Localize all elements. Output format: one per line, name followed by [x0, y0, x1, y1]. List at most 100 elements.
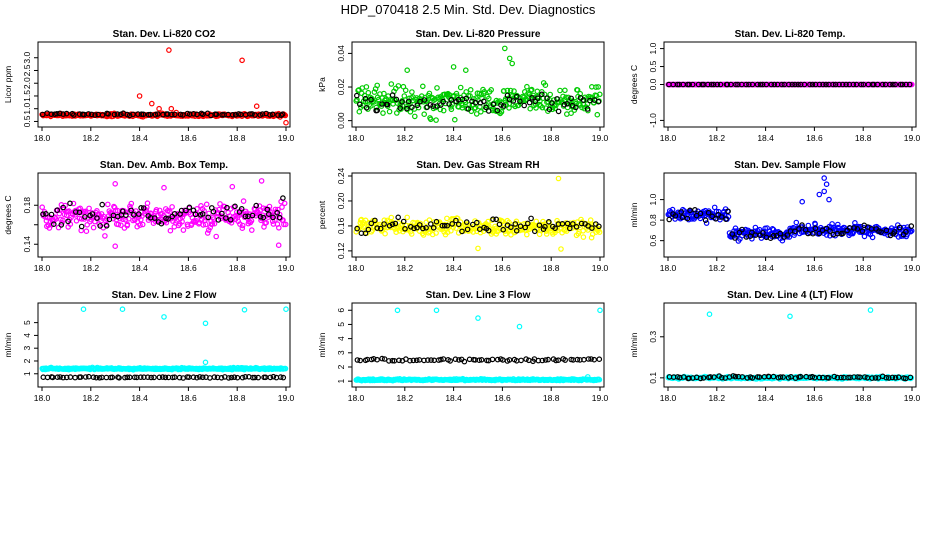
data-point [89, 211, 96, 217]
data-point [441, 222, 448, 229]
data-point [533, 105, 539, 111]
y-axis-label: ml/min [317, 332, 327, 357]
data-point [572, 104, 579, 111]
data-point [809, 81, 816, 88]
data-point [768, 81, 775, 88]
data-point [197, 374, 203, 380]
plot-frame [351, 41, 605, 128]
data-point [421, 111, 428, 118]
data-point [855, 374, 861, 380]
data-point [275, 225, 282, 231]
data-point [869, 375, 875, 381]
data-point [444, 222, 451, 229]
data-point-outlier [80, 306, 87, 313]
data-point [250, 374, 256, 381]
data-point [365, 89, 372, 96]
data-point [78, 223, 85, 230]
data-point [457, 84, 464, 91]
data-point [423, 225, 429, 231]
data-point [453, 225, 459, 231]
data-point [40, 211, 46, 218]
data-point [777, 374, 784, 380]
data-point [541, 91, 548, 98]
data-point [540, 218, 546, 225]
data-point [596, 356, 603, 363]
data-point [589, 225, 595, 231]
data-point [54, 111, 60, 117]
data-point [495, 228, 501, 235]
data-point [596, 229, 603, 235]
data-point [63, 110, 70, 117]
x-tick-label: 18.0 [660, 263, 677, 273]
x-tick-label: 18.6 [494, 133, 511, 143]
data-point [237, 221, 243, 227]
data-point [412, 220, 418, 226]
data-point [156, 374, 163, 381]
data-point [112, 207, 119, 214]
data-point [561, 101, 568, 108]
data-point [485, 108, 492, 114]
data-point [192, 211, 199, 218]
chart-title: Stan. Dev. Gas Stream RH [416, 160, 539, 171]
data-point [229, 112, 236, 118]
data-point [400, 218, 407, 225]
data-point [702, 217, 709, 224]
data-point [816, 230, 823, 237]
data-point [407, 357, 413, 364]
data-point [903, 81, 909, 88]
data-point [99, 112, 106, 118]
data-point-outlier [202, 320, 209, 327]
data-point [463, 219, 470, 225]
data-point [538, 91, 545, 98]
data-point [754, 81, 761, 88]
data-point [585, 356, 592, 362]
data-point [67, 200, 73, 207]
x-tick-label: 18.6 [180, 263, 197, 273]
data-point [115, 221, 122, 228]
data-point [563, 228, 570, 234]
data-point [542, 357, 549, 363]
data-point [365, 226, 372, 233]
x-tick-label: 18.6 [806, 263, 823, 273]
data-point [240, 198, 247, 204]
data-point [99, 201, 106, 208]
data-point [796, 226, 802, 232]
data-point [834, 230, 841, 237]
x-tick-label: 18.8 [543, 393, 560, 403]
data-point [111, 111, 118, 118]
data-point [517, 223, 524, 230]
data-point [232, 203, 238, 210]
y-tick-label: 0.18 [22, 197, 32, 214]
chart-title: Stan. Dev. Amb. Box Temp. [100, 160, 228, 171]
data-point [169, 111, 175, 118]
data-point [451, 116, 458, 123]
data-point [838, 374, 844, 381]
data-point [816, 81, 823, 88]
data-point [596, 223, 602, 230]
data-point [65, 218, 71, 225]
x-tick-label: 18.4 [445, 263, 462, 273]
chart-title: Stan. Dev. Line 2 Flow [112, 290, 217, 301]
data-point [366, 220, 373, 227]
data-point [172, 111, 178, 118]
data-point [363, 84, 370, 90]
data-point [259, 111, 266, 117]
data-point [169, 374, 176, 381]
y-tick-label: 3 [22, 346, 32, 351]
data-point [379, 355, 385, 362]
data-point [543, 231, 550, 237]
data-point [807, 81, 813, 88]
data-point [380, 110, 386, 116]
data-point [485, 227, 492, 234]
chart-panel-9: Stan. Dev. Line 4 (LT) Flow ml/min 18.0 18.… [629, 290, 921, 403]
data-point [489, 356, 496, 363]
data-point [253, 202, 260, 209]
plot-frame [351, 302, 605, 388]
data-point [177, 111, 184, 118]
data-point [199, 211, 206, 217]
data-point [86, 205, 92, 212]
data-point [176, 374, 183, 381]
data-point [205, 214, 212, 221]
data-point [368, 220, 375, 227]
data-point [490, 216, 496, 223]
